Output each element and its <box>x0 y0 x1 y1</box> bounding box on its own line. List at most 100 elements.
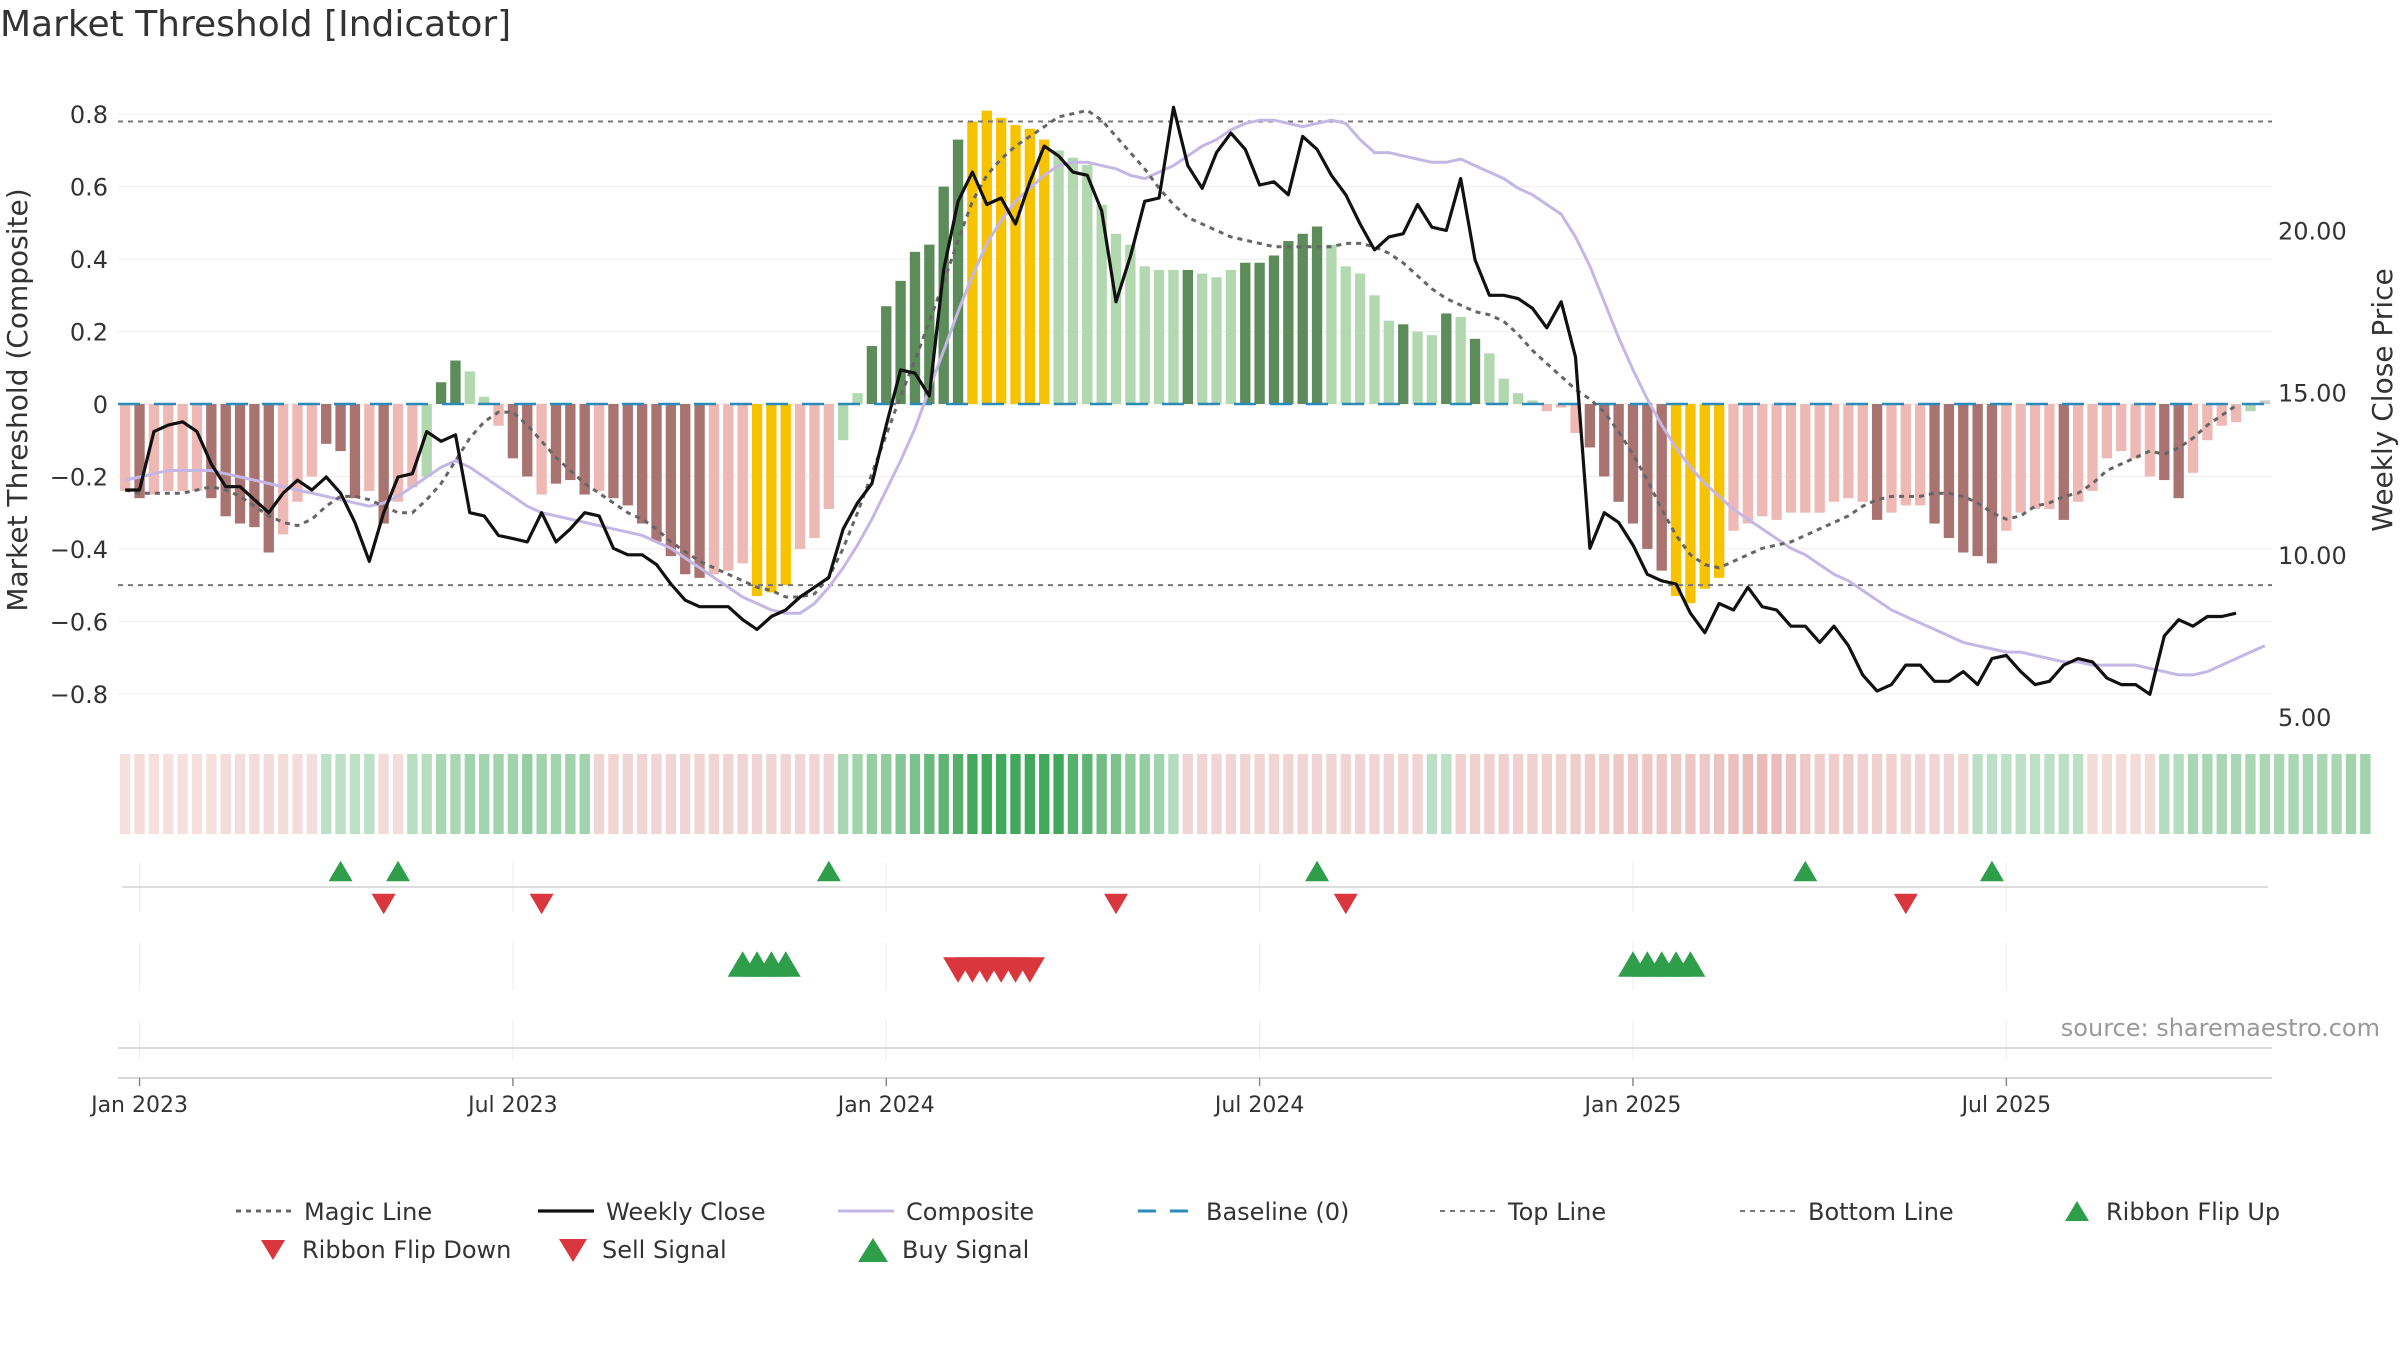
y2-tick-label: 20.00 <box>2278 217 2347 245</box>
composite-bar <box>881 306 892 404</box>
legend-label: Composite <box>906 1198 1035 1226</box>
ribbon-cell <box>1814 754 1825 834</box>
ribbon-cell <box>1900 754 1911 834</box>
legend-item-flipdown: Ribbon Flip Down <box>256 1236 511 1264</box>
composite-bar <box>1354 273 1366 404</box>
composite-bar <box>751 404 763 596</box>
ribbon-cell <box>277 754 289 834</box>
ribbon-cell <box>249 754 260 834</box>
composite-bar <box>191 404 203 491</box>
ribbon-cell <box>421 754 432 834</box>
composite-bar <box>2001 404 2012 531</box>
dashed-line-icon <box>1138 1209 1194 1213</box>
ribbon-cell <box>1742 754 1754 834</box>
composite-bar <box>1268 255 1280 404</box>
ribbon-cell <box>2245 754 2256 834</box>
y-tick-label: −0.8 <box>50 681 108 709</box>
composite-bar <box>378 404 389 524</box>
composite-bar <box>1541 404 1552 412</box>
composite-bar <box>349 404 361 499</box>
composite-bar <box>1441 313 1452 404</box>
composite-bar <box>1843 404 1854 499</box>
composite-bar <box>1742 404 1754 524</box>
ribbon-cell <box>464 754 475 834</box>
composite-bar <box>909 251 921 404</box>
legend-item-close: Weekly Close <box>538 1198 766 1226</box>
composite-bar <box>536 404 547 495</box>
ribbon-cell <box>1857 754 1868 834</box>
y-tick-label: 0.2 <box>70 319 108 347</box>
ribbon-cell <box>1943 754 1955 834</box>
ribbon-cell <box>234 754 246 834</box>
ribbon-cell <box>177 754 188 834</box>
composite-bar <box>249 404 260 528</box>
composite-bar <box>794 404 806 549</box>
composite-bar <box>479 396 490 404</box>
ribbon-cell <box>349 754 361 834</box>
ribbon-cell <box>608 754 619 834</box>
ribbon-cell <box>2317 754 2328 834</box>
x-tick-label: Jul 2023 <box>466 1093 558 1118</box>
composite-bar <box>2245 404 2256 412</box>
composite-bar <box>1297 233 1308 404</box>
ribbon-cell <box>1168 754 1179 834</box>
composite-bar <box>1326 244 1337 404</box>
ribbon-cell <box>1570 754 1581 834</box>
chart-title: Market Threshold [Indicator] <box>0 4 512 45</box>
y2-tick-label: 10.00 <box>2278 542 2347 570</box>
composite-bar <box>1412 331 1423 404</box>
ribbon-cell <box>1958 754 1969 834</box>
ribbon-cell <box>565 754 576 834</box>
composite-bar <box>1871 404 1883 520</box>
composite-bar <box>723 404 734 571</box>
ribbon-cell <box>306 754 318 834</box>
ribbon-cell <box>435 754 447 834</box>
composite-bar <box>450 360 461 404</box>
composite-bar <box>2216 404 2227 426</box>
composite-bar <box>924 244 935 404</box>
composite-bar <box>163 404 174 491</box>
legend-item-magic: Magic Line <box>236 1198 432 1226</box>
ribbon-cell <box>2345 754 2357 834</box>
ribbon-cell <box>636 754 648 834</box>
dotted-line-icon <box>1440 1210 1496 1212</box>
ribbon-cell <box>1297 754 1308 834</box>
composite-bar <box>1785 404 1797 513</box>
ribbon-cell <box>1915 754 1926 834</box>
ribbon-cell <box>1512 754 1524 834</box>
composite-bar <box>1556 404 1567 408</box>
ribbon-cell <box>1785 754 1797 834</box>
ribbon-cell <box>1656 754 1667 834</box>
ribbon-cell <box>1139 754 1150 834</box>
ribbon-cell <box>1986 754 1998 834</box>
dotted-line-icon <box>1740 1210 1796 1212</box>
composite-bar <box>708 404 720 575</box>
ribbon-cell <box>1728 754 1739 834</box>
ribbon-cell <box>2274 754 2285 834</box>
composite-bar <box>1728 404 1739 531</box>
ribbon-cell <box>766 754 777 834</box>
composite-line <box>124 118 2266 677</box>
ribbon-cell <box>967 754 978 834</box>
ribbon-cell <box>593 754 605 834</box>
composite-bar <box>1283 241 1294 404</box>
ribbon-cell <box>163 754 174 834</box>
composite-bar <box>1211 277 1222 404</box>
ribbon-cell <box>1039 754 1050 834</box>
composite-bar <box>1024 128 1036 404</box>
legend-label: Baseline (0) <box>1206 1198 1350 1226</box>
composite-bar <box>321 404 332 444</box>
composite-bar <box>1584 404 1596 448</box>
ribbon-cell <box>1670 754 1682 834</box>
composite-bar <box>2202 404 2213 441</box>
composite-bar <box>967 121 978 404</box>
composite-bar <box>1800 404 1811 513</box>
composite-bar <box>1455 317 1466 404</box>
composite-bar <box>1254 262 1265 404</box>
composite-bar <box>1398 324 1409 404</box>
ribbon-cell <box>206 754 217 834</box>
ribbon-cell <box>321 754 332 834</box>
composite-bar <box>1139 266 1150 404</box>
composite-bar <box>952 139 964 405</box>
